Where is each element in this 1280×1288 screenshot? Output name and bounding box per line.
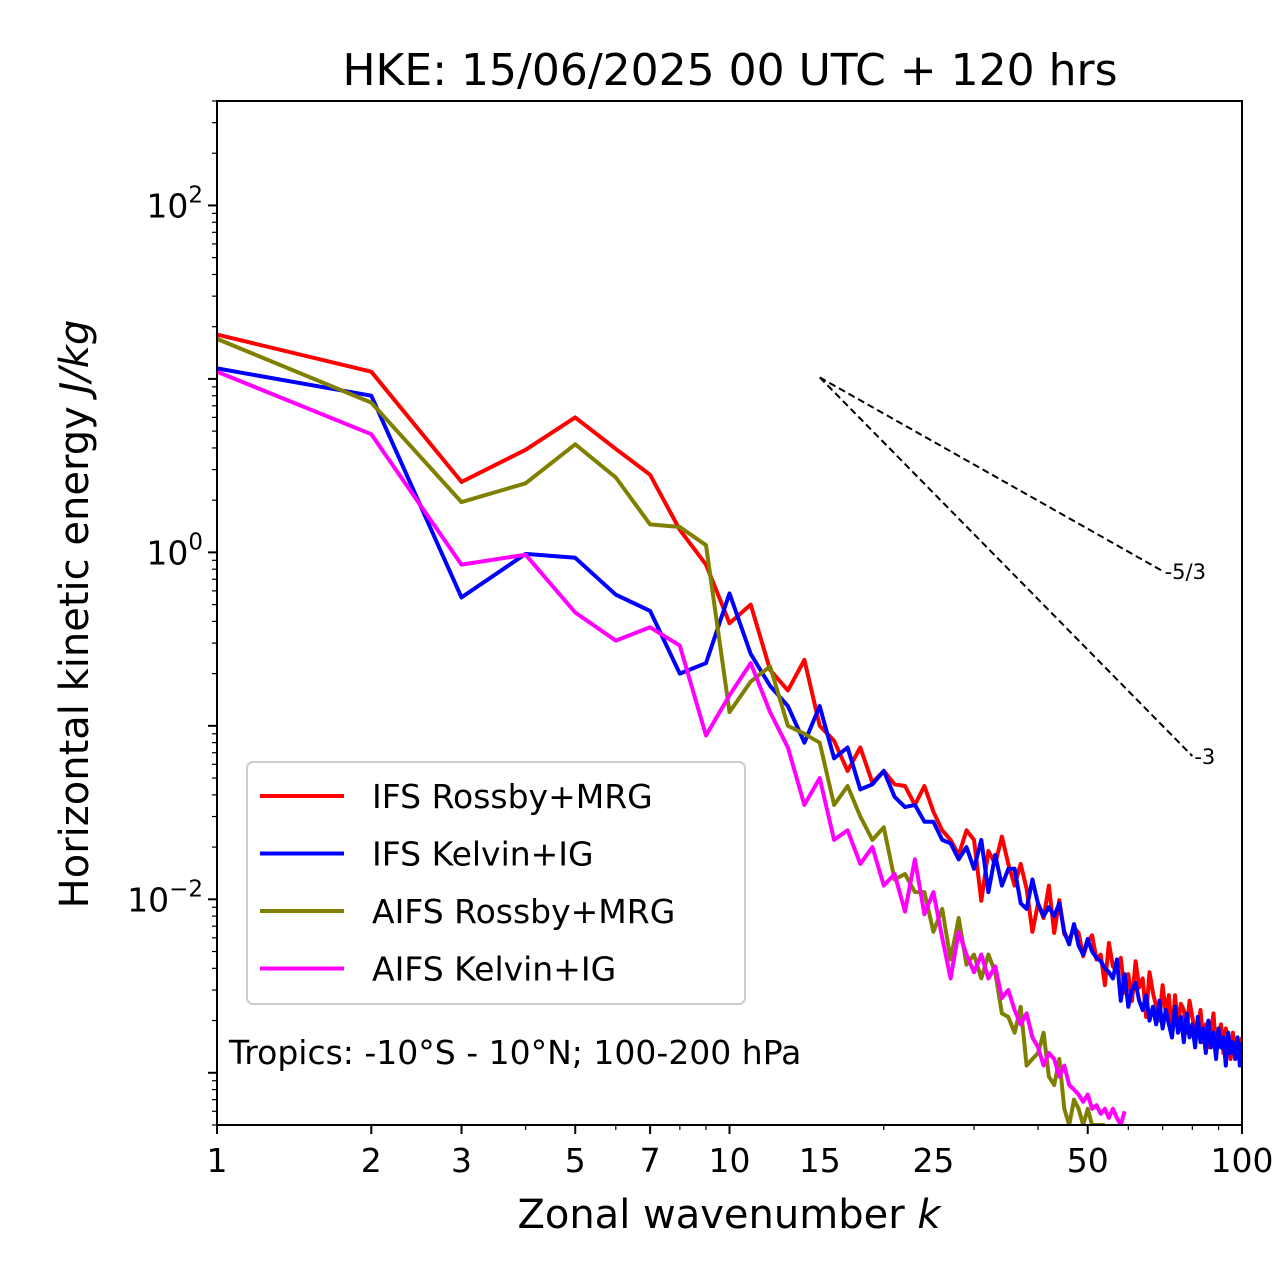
region-annotation: Tropics: -10°S - 10°N; 100-200 hPa [228, 1033, 801, 1072]
y-tick-label: 102 [146, 182, 203, 225]
y-tick-base: 10 [146, 186, 188, 225]
reference-slope-line-2 [819, 376, 1194, 757]
x-axis-label: Zonal wavenumber k [517, 1192, 942, 1238]
x-tick-label: 5 [565, 1141, 586, 1180]
reference-slopes: -5/3 -3 [819, 376, 1215, 769]
reference-slope-label-1: -5/3 [1165, 560, 1206, 584]
x-tick-label: 50 [1067, 1141, 1109, 1180]
legend: IFS Rossby+MRG IFS Kelvin+IG AIFS Rossby+M… [246, 761, 746, 1005]
x-tick-label: 25 [912, 1141, 954, 1180]
chart-title: HKE: 15/06/2025 00 UTC + 120 hrs [342, 45, 1117, 96]
legend-items: IFS Rossby+MRG IFS Kelvin+IG AIFS Rossby+M… [260, 777, 675, 989]
y-tick-label: 100 [146, 529, 203, 572]
legend-label-1: IFS Rossby+MRG [372, 777, 653, 816]
y-tick-base: 10 [146, 533, 188, 572]
x-tick-label: 7 [640, 1141, 661, 1180]
x-tick-label: 1 [207, 1141, 228, 1180]
series-line-4 [217, 369, 1127, 1125]
y-axis-label: Horizontal kinetic energy J/kg [52, 320, 98, 909]
y-tick-exponent: −2 [169, 876, 203, 902]
legend-box [246, 761, 746, 1005]
series-line-2 [217, 366, 1242, 1068]
reference-slope-label-2: -3 [1194, 745, 1215, 769]
series-layer [217, 332, 1242, 1125]
y-axis-label-unit: J/kg [52, 320, 98, 401]
x-tick-label: 2 [361, 1141, 382, 1180]
y-axis-label-text: Horizontal kinetic energy [52, 406, 98, 908]
x-axis-label-var: k [917, 1192, 942, 1238]
x-tick-label: 15 [799, 1141, 841, 1180]
legend-label-4: AIFS Kelvin+IG [372, 950, 616, 989]
reference-slope-line-1 [819, 376, 1164, 572]
legend-label-2: IFS Kelvin+IG [372, 835, 594, 874]
y-tick-base: 10 [127, 880, 169, 919]
y-tick-label: 10−2 [127, 876, 203, 919]
series-line-1 [217, 332, 1242, 1061]
series-line-3 [217, 337, 1105, 1125]
y-tick-exponent: 2 [188, 182, 203, 208]
x-axis-ticks: 1 2 3 5 7 10 15 25 50 100 [207, 1125, 1274, 1180]
legend-label-3: AIFS Rossby+MRG [372, 892, 675, 931]
x-tick-label: 10 [709, 1141, 751, 1180]
x-tick-label: 100 [1211, 1141, 1274, 1180]
x-axis-label-text: Zonal wavenumber [517, 1192, 905, 1238]
y-tick-exponent: 0 [188, 529, 203, 555]
x-tick-label: 3 [451, 1141, 472, 1180]
